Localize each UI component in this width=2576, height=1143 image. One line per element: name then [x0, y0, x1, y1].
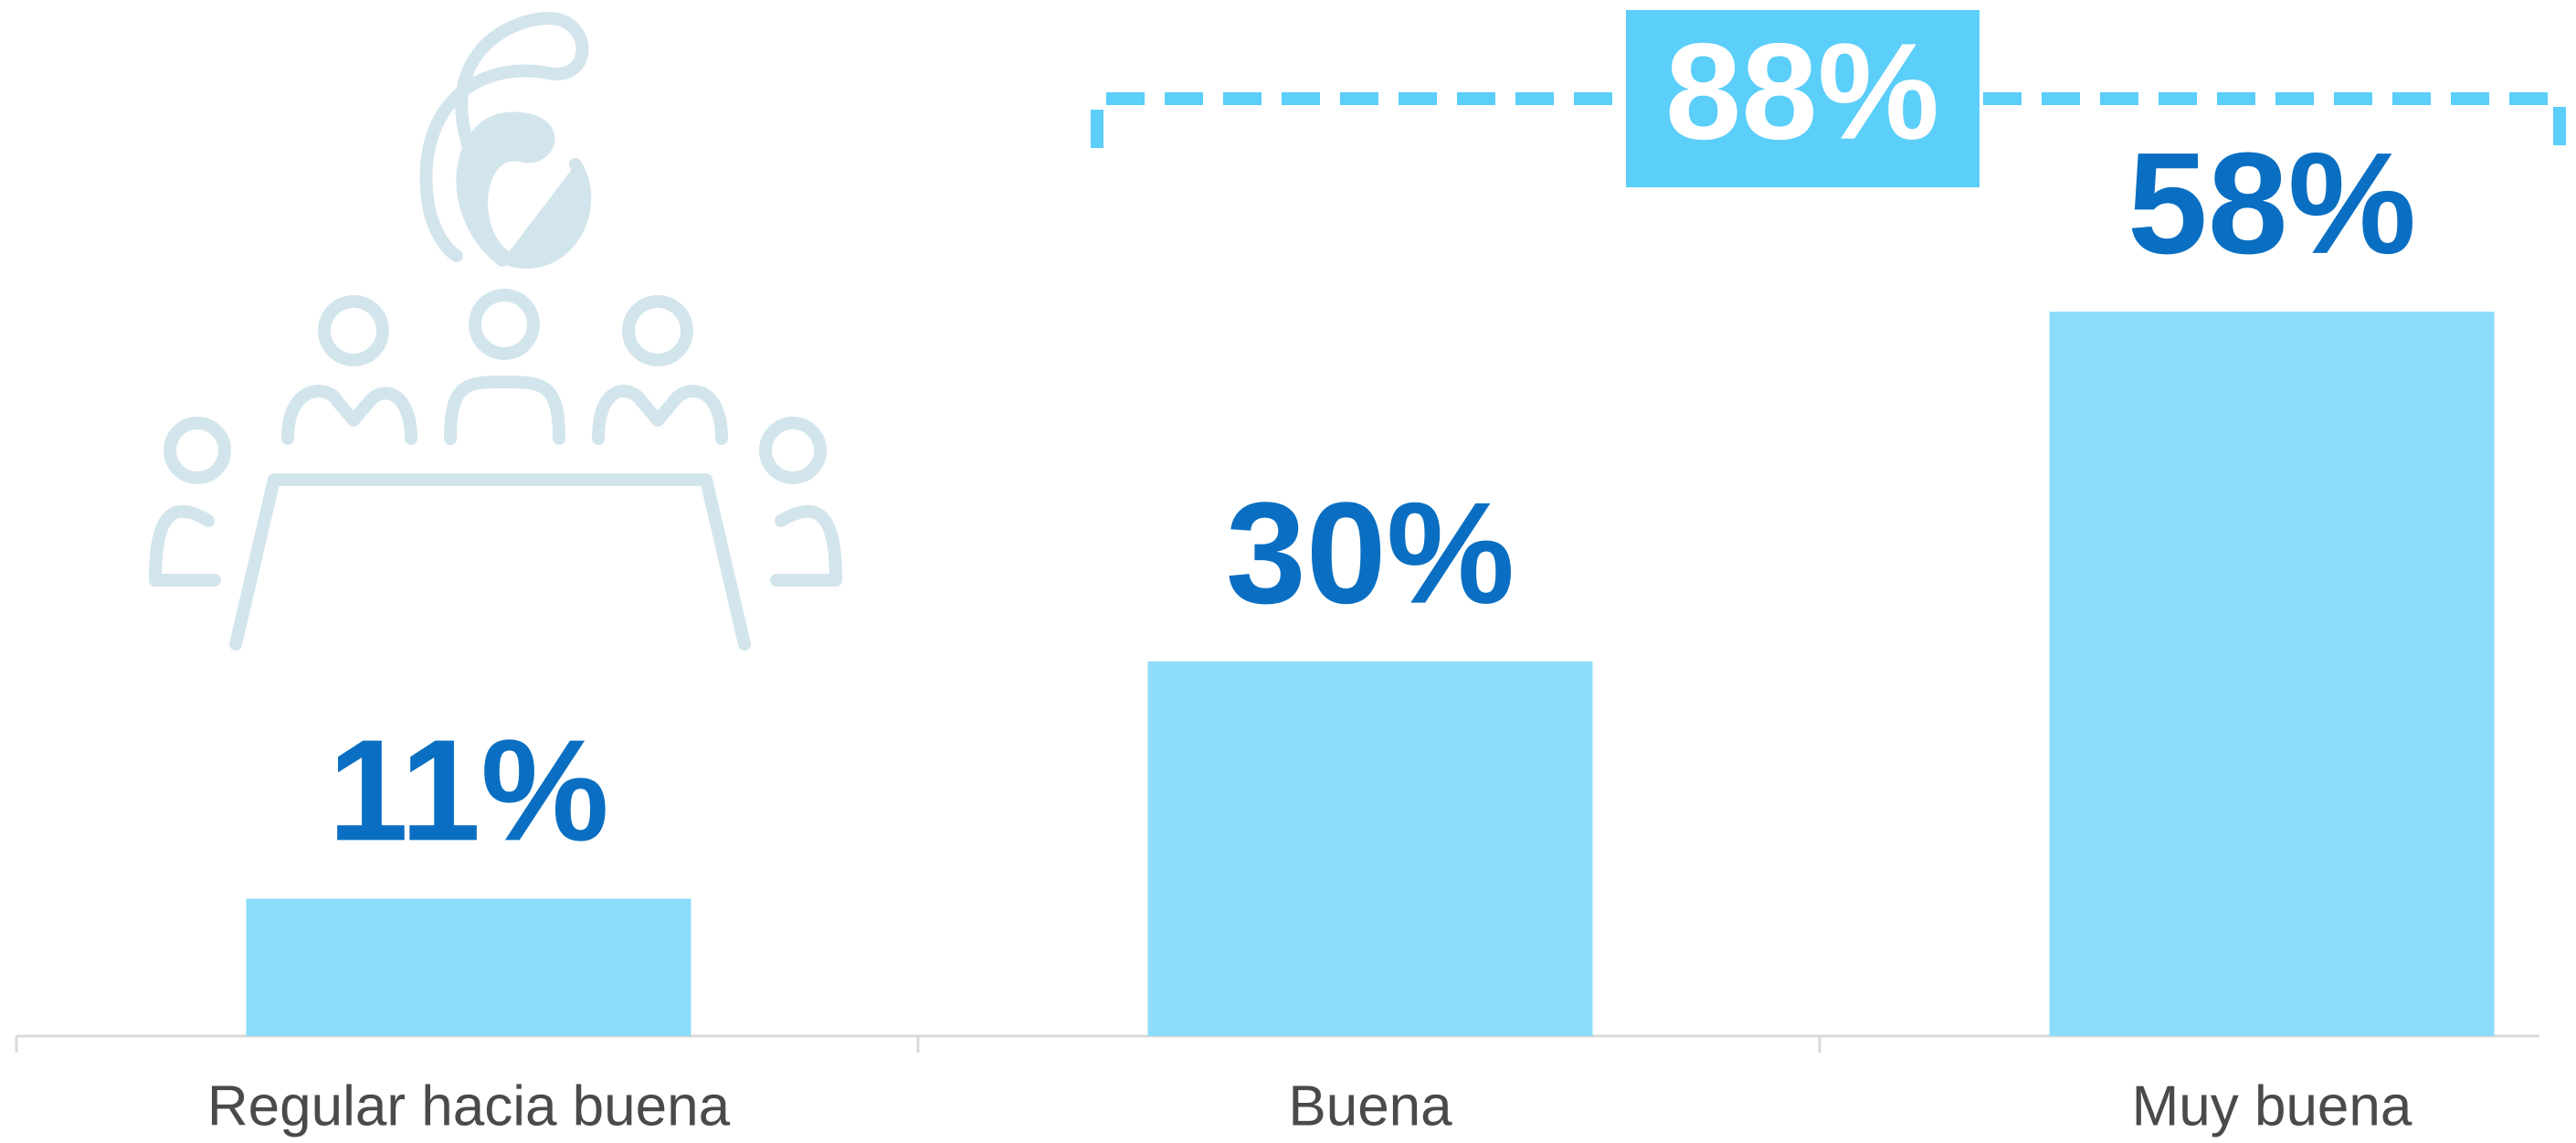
- bar: [1147, 661, 1593, 1036]
- annotation: 88%: [1665, 15, 1939, 168]
- x-tick-label: Muy buena: [2132, 1074, 2412, 1138]
- bar: [246, 898, 692, 1036]
- x-tick-label: Regular hacia buena: [207, 1074, 731, 1138]
- value-label: 58%: [2127, 123, 2416, 284]
- value-label: 11%: [328, 710, 609, 871]
- meeting-icon: [149, 12, 842, 651]
- bar: [2049, 312, 2495, 1036]
- annotation-box: [1626, 10, 1980, 187]
- value-label: 30%: [1226, 473, 1515, 634]
- x-tick-label: Buena: [1288, 1074, 1452, 1138]
